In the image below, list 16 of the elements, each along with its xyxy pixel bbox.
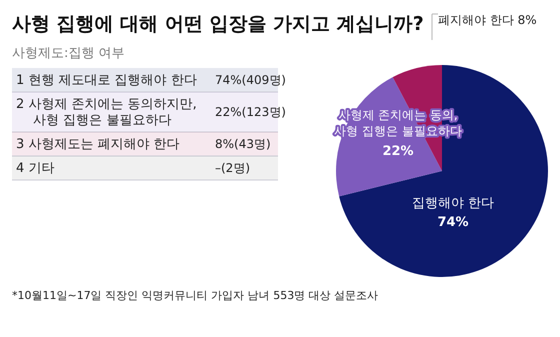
text: 22%(123명) <box>215 105 286 119</box>
text: 1 현행 제도대로 집행해야 한다 <box>16 73 197 88</box>
text: 8%(43명) <box>215 137 271 151</box>
text: *10월11일~17일 직장인 익명커뮤니티 가입자 남녀 553명 대상 설문조사 <box>12 289 378 302</box>
data-label: 22% <box>382 144 414 159</box>
text: 3 사형제도는 폐지해야 한다 <box>16 137 180 152</box>
text: 4 기타 <box>16 161 54 176</box>
text: 사형제도:집행 여부 <box>12 46 125 61</box>
text: 2 사형제 존치에는 동의하지만, <box>16 97 197 112</box>
chart-title: 사형 집행에 대해 어떤 입장을 가지고 계십니까? <box>12 13 424 35</box>
text: 사형 집행은 불필요하다 <box>33 113 172 128</box>
text: –(2명) <box>215 161 250 175</box>
text: 74%(409명) <box>215 73 286 87</box>
slice-label: 집행해야 한다 <box>412 196 494 211</box>
slice-label: 폐지해야 한다 8% <box>438 13 537 27</box>
data-label: 74% <box>437 215 469 230</box>
